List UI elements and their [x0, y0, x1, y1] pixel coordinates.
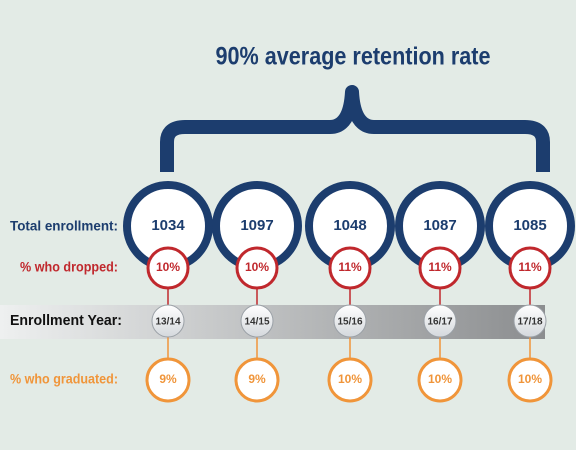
dropped-value: 11% [518, 260, 542, 274]
dropped-value: 10% [245, 260, 269, 274]
dropped-value: 11% [338, 260, 362, 274]
row-label: Enrollment Year: [10, 312, 122, 329]
dropped-circle [328, 246, 372, 290]
enrollment-value: 1097 [240, 217, 273, 234]
row-label: Total enrollment: [10, 218, 118, 234]
year-circle [513, 304, 547, 338]
enrollment-value: 1085 [513, 217, 546, 234]
graduated-circle [417, 357, 463, 403]
graduated-circle [234, 357, 280, 403]
dropped-value: 11% [428, 260, 452, 274]
year-circle [423, 304, 457, 338]
row-label: % who dropped: [20, 259, 118, 275]
graduated-circle [507, 357, 553, 403]
year-value: 13/14 [155, 317, 180, 328]
graduated-value: 10% [338, 372, 362, 386]
year-circle [240, 304, 274, 338]
year-value: 16/17 [427, 317, 452, 328]
enrollment-value: 1087 [423, 217, 456, 234]
row-label: % who graduated: [10, 371, 118, 387]
columns: 1034 10% 13/14 9% 1097 10% 14/15 9% 1048 11% 15/16… [123, 181, 575, 403]
year-value: 15/16 [337, 317, 362, 328]
graduated-value: 9% [159, 372, 177, 386]
year-value: 14/15 [244, 317, 269, 328]
graduated-value: 10% [518, 372, 542, 386]
dropped-circle [235, 246, 279, 290]
graduated-value: 10% [428, 372, 452, 386]
title: 90% average retention rate [216, 43, 491, 71]
graduated-value: 9% [248, 372, 266, 386]
year-circle [151, 304, 185, 338]
year-circle [333, 304, 367, 338]
brace [160, 85, 550, 172]
year-value: 17/18 [517, 317, 542, 328]
dropped-circle [146, 246, 190, 290]
graduated-circle [327, 357, 373, 403]
dropped-value: 10% [156, 260, 180, 274]
enrollment-value: 1048 [333, 217, 366, 234]
dropped-circle [508, 246, 552, 290]
enrollment-value: 1034 [151, 217, 185, 234]
graduated-circle [145, 357, 191, 403]
dropped-circle [418, 246, 462, 290]
